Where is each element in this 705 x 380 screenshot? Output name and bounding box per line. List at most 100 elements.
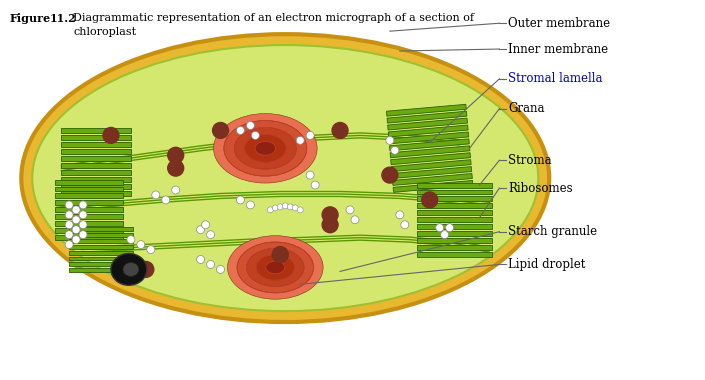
Circle shape [247,201,255,209]
Circle shape [277,204,283,210]
Bar [55,228,123,233]
Bar [417,231,492,236]
Bar [55,193,123,198]
Bar [417,190,492,195]
Circle shape [391,146,399,154]
Ellipse shape [234,127,296,169]
Bar [388,118,467,130]
Circle shape [168,160,184,176]
Text: chloroplast: chloroplast [73,27,136,37]
Circle shape [272,205,278,211]
Bar [389,132,469,144]
Circle shape [446,224,453,232]
Ellipse shape [237,242,314,293]
Bar [417,196,492,201]
Circle shape [207,260,214,268]
Circle shape [138,261,154,277]
Ellipse shape [256,255,295,280]
Bar [55,200,123,205]
Bar [417,203,492,208]
Circle shape [401,221,409,229]
Circle shape [216,266,224,273]
Circle shape [103,127,119,143]
Circle shape [311,181,319,189]
Circle shape [298,207,303,213]
Bar [386,104,466,116]
Bar [68,245,133,249]
Bar [417,252,492,257]
Circle shape [202,221,209,229]
Circle shape [296,136,304,144]
Bar [68,233,133,237]
Text: Lipid droplet: Lipid droplet [508,258,586,271]
Circle shape [127,236,135,244]
Circle shape [172,186,180,194]
Bar [61,149,131,154]
Text: Grana: Grana [508,102,545,115]
Bar [61,177,131,182]
Bar [55,221,123,226]
Bar [392,166,472,179]
Bar [417,245,492,250]
Text: 11.2: 11.2 [49,13,76,24]
Bar [68,239,133,242]
Text: Inner membrane: Inner membrane [508,43,608,55]
Bar [61,156,131,161]
Circle shape [422,192,438,208]
Bar [61,184,131,189]
Circle shape [247,122,255,130]
Bar [61,142,131,147]
Circle shape [79,221,87,229]
Circle shape [396,211,404,219]
Ellipse shape [228,236,323,299]
Bar [61,191,131,196]
Text: Outer membrane: Outer membrane [508,17,611,30]
Circle shape [65,221,73,229]
Circle shape [79,211,87,219]
Circle shape [252,131,259,139]
Circle shape [346,206,354,214]
Bar [391,160,471,171]
Ellipse shape [123,263,139,276]
Text: Stroma: Stroma [508,154,552,167]
Circle shape [282,203,288,209]
Bar [391,153,470,165]
Circle shape [351,216,359,224]
Circle shape [72,216,80,224]
Bar [390,146,470,158]
Text: Ribosomes: Ribosomes [508,182,573,195]
Circle shape [382,167,398,183]
Bar [389,139,470,151]
Circle shape [72,226,80,234]
Bar [68,263,133,266]
Circle shape [197,255,204,263]
Ellipse shape [32,45,538,311]
Bar [387,111,467,123]
Bar [417,224,492,229]
Circle shape [72,206,80,214]
Circle shape [306,171,314,179]
Ellipse shape [214,114,317,183]
Circle shape [386,136,394,144]
Circle shape [168,147,184,163]
Bar [61,135,131,140]
Circle shape [79,231,87,239]
Text: Starch granule: Starch granule [508,225,598,238]
Ellipse shape [266,261,285,274]
Bar [393,180,473,192]
Bar [61,163,131,168]
Bar [68,227,133,231]
Circle shape [322,207,338,223]
Circle shape [65,241,73,249]
Circle shape [306,131,314,139]
Text: Stromal lamella: Stromal lamella [508,72,603,86]
Circle shape [272,247,288,263]
Circle shape [207,231,214,239]
Circle shape [322,217,338,233]
Circle shape [441,231,448,239]
Circle shape [65,211,73,219]
Bar [55,207,123,212]
Bar [68,256,133,260]
Bar [61,128,131,133]
Bar [68,250,133,255]
